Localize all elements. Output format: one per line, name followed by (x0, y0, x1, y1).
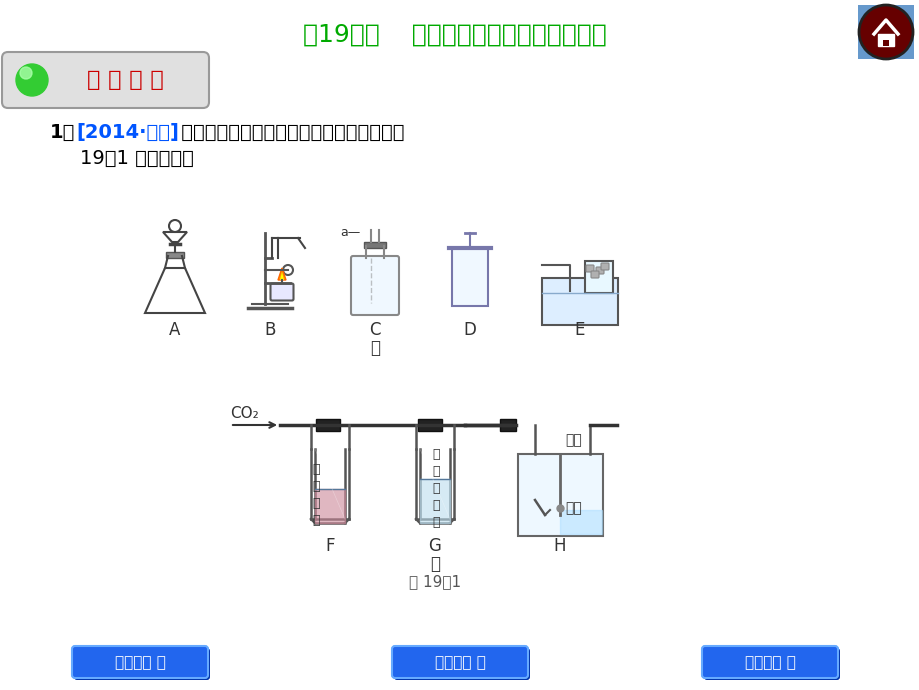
Text: A: A (169, 321, 180, 339)
Text: 乙: 乙 (429, 555, 439, 573)
Polygon shape (877, 34, 893, 46)
Text: E: E (574, 321, 584, 339)
Text: 考试探究 》: 考试探究 》 (743, 656, 795, 671)
Text: 石
蒸
溶
液: 石 蒸 溶 液 (312, 463, 320, 527)
FancyBboxPatch shape (701, 646, 837, 678)
Text: 1．: 1． (50, 123, 75, 141)
Text: 体 验 中 考: 体 验 中 考 (86, 70, 164, 90)
Circle shape (20, 67, 32, 79)
FancyBboxPatch shape (165, 252, 184, 258)
Text: H: H (553, 537, 565, 555)
Text: 图 19－1: 图 19－1 (408, 575, 460, 589)
FancyBboxPatch shape (2, 52, 209, 108)
Text: 小孔: 小孔 (564, 501, 581, 515)
Text: 澄
清
石
灰
水: 澄 清 石 灰 水 (432, 448, 439, 529)
FancyBboxPatch shape (584, 261, 612, 293)
Text: G: G (428, 537, 441, 555)
Polygon shape (278, 268, 286, 280)
FancyBboxPatch shape (600, 263, 608, 270)
FancyBboxPatch shape (857, 5, 913, 59)
FancyBboxPatch shape (351, 256, 399, 315)
Text: CO₂: CO₂ (230, 406, 258, 420)
Text: [2014·昆明]: [2014·昆明] (76, 123, 178, 141)
FancyBboxPatch shape (72, 646, 208, 678)
FancyBboxPatch shape (417, 419, 441, 431)
Text: 考点梳理 》: 考点梳理 》 (434, 656, 485, 671)
Text: 化学是一门以实验为基础的科学，请结合图: 化学是一门以实验为基础的科学，请结合图 (175, 123, 404, 141)
Text: F: F (325, 537, 335, 555)
Polygon shape (560, 510, 601, 534)
FancyBboxPatch shape (74, 648, 210, 680)
Text: B: B (264, 321, 276, 339)
Text: 第19课时    常见气体的制取、干燥和净化: 第19课时 常见气体的制取、干燥和净化 (302, 23, 607, 47)
FancyBboxPatch shape (270, 284, 293, 301)
Circle shape (16, 64, 48, 96)
FancyBboxPatch shape (585, 265, 594, 272)
FancyBboxPatch shape (596, 267, 604, 274)
Polygon shape (882, 40, 888, 46)
FancyBboxPatch shape (499, 419, 516, 431)
Circle shape (859, 6, 911, 58)
FancyBboxPatch shape (391, 646, 528, 678)
FancyBboxPatch shape (590, 271, 598, 278)
Text: 19－1 回答问题。: 19－1 回答问题。 (80, 148, 194, 168)
Text: 体验考试 》: 体验考试 》 (115, 656, 165, 671)
FancyBboxPatch shape (451, 248, 487, 306)
Text: C: C (369, 321, 380, 339)
Text: 甲: 甲 (369, 339, 380, 357)
FancyBboxPatch shape (364, 242, 386, 248)
Polygon shape (314, 489, 345, 523)
Text: D: D (463, 321, 476, 339)
FancyBboxPatch shape (703, 648, 839, 680)
Text: a—: a— (340, 226, 360, 239)
FancyBboxPatch shape (393, 648, 529, 680)
Polygon shape (541, 278, 618, 325)
FancyBboxPatch shape (315, 419, 340, 431)
Text: 隔板: 隔板 (564, 433, 581, 447)
FancyBboxPatch shape (517, 454, 602, 536)
Polygon shape (279, 272, 284, 280)
Polygon shape (420, 479, 449, 523)
